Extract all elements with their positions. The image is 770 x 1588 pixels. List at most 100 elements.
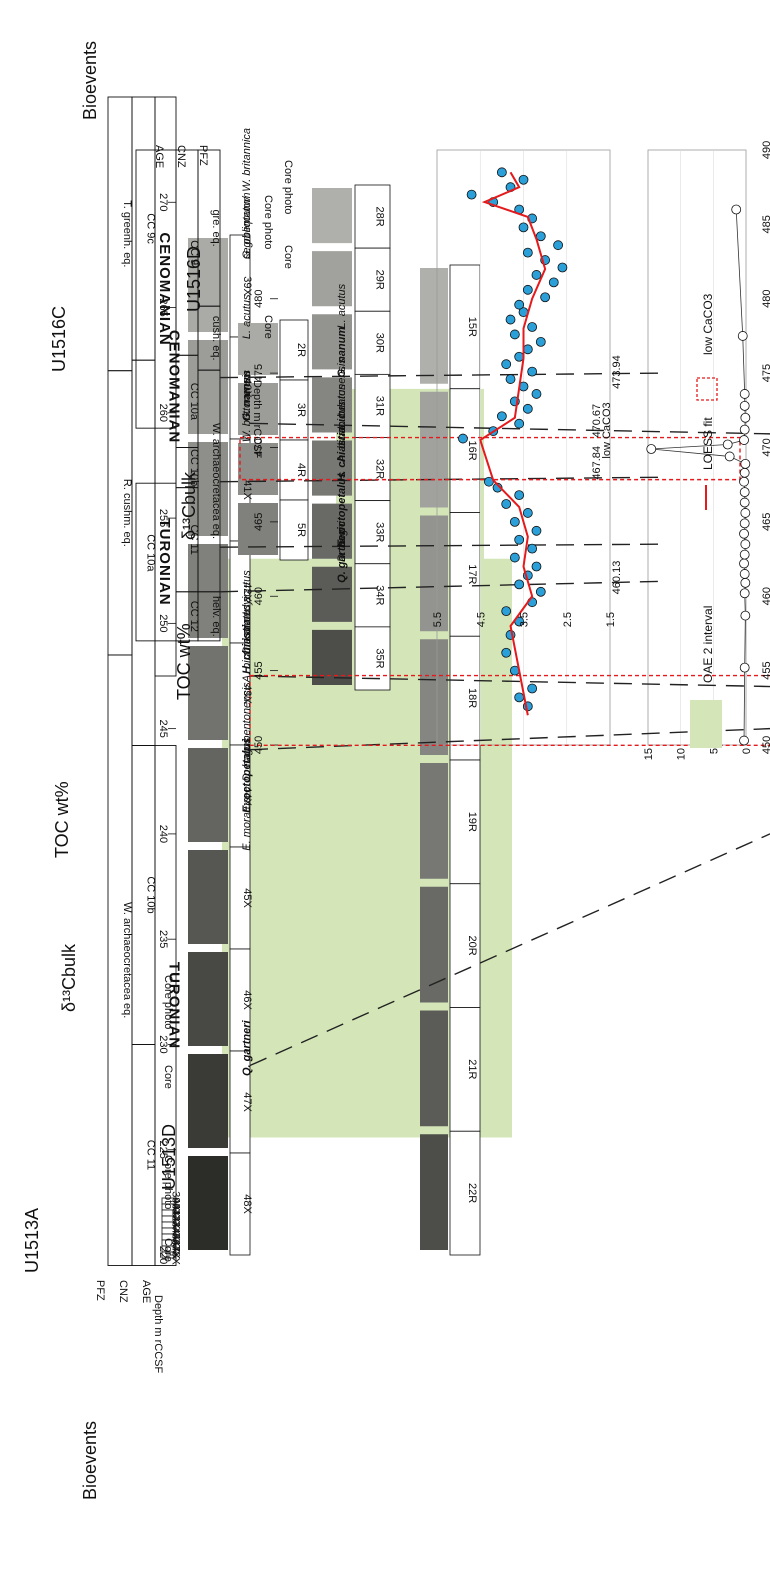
u1516d-core-box (279, 499, 309, 561)
cnz-1516-label: CC 12 (188, 601, 200, 632)
toc-1516-point (740, 539, 751, 550)
d13c-1516-point (522, 284, 533, 295)
d13c-1516-point (514, 299, 525, 310)
corephoto-header-a: Core photo (162, 1155, 174, 1209)
corephoto-header-d1516: Core photo (282, 160, 294, 214)
tick-depth-1513-left: 255 (157, 509, 169, 527)
u1513a-core-label: 45X (170, 1227, 182, 1247)
legend-oae2-swatch (690, 700, 722, 748)
d13c-1516-point (492, 482, 503, 493)
text-layer: 0.51.52.53.54.50510215220220225225230230… (121, 128, 770, 1265)
cnz-header-1513: CNZ (117, 1280, 129, 1303)
u1513d-core-photo (420, 391, 448, 508)
u1513a-core-photo (188, 1156, 228, 1250)
frames-layer (107, 96, 770, 1266)
core-columns (161, 184, 481, 1259)
tick-depth-1516-bottom: 450 (761, 736, 770, 754)
d13c-1516-point (518, 174, 529, 185)
tick-depth-1513-left: 220 (157, 1246, 169, 1264)
pfz-1516-label: helv. eq. (210, 596, 222, 637)
u1513a-core-label: 42X (170, 1209, 182, 1229)
d13c-1516-point (522, 403, 533, 414)
legend-loess-label: LOESS fit (701, 417, 715, 470)
pfz-1516-label: gre. eq. (210, 209, 222, 246)
title-u1513d: U1513D (159, 1124, 179, 1190)
u1513-bioevent: Q. gartneri (241, 1019, 253, 1076)
u1516c-core-box (354, 563, 391, 628)
u1513d-core-photo (420, 886, 448, 1003)
u1516d-core-label: 3R (295, 403, 307, 417)
tick-depth-1516-top: 450 (253, 736, 265, 754)
u1516c-core-box (354, 437, 391, 502)
tick-depth-1516-bottom: 475 (761, 364, 770, 382)
d13c-1516-point (514, 534, 525, 545)
u1516c-core-photo (312, 377, 352, 433)
d13c-1516-point (458, 433, 468, 444)
toc-1516-point (722, 439, 733, 450)
toc-1516-point (739, 588, 750, 599)
u1513-bioevent: A. biramiculatus (241, 604, 253, 684)
u1516c-core-photo (312, 188, 352, 244)
d13c-1516-point (548, 277, 559, 288)
u1513a-core-photo (188, 442, 228, 536)
u1513d-core-label: 19R (466, 812, 478, 832)
pfz-1513-label: R. cushm. eq. (121, 479, 133, 547)
u1513a-core-label: 47X (241, 1092, 253, 1112)
toc-1516-point (739, 735, 749, 746)
correlation-line-1516 (219, 543, 661, 548)
tick-d13c-1516: 4.5 (475, 612, 487, 627)
d13c-1516-point (553, 240, 563, 251)
d13c-1516-point (531, 389, 542, 399)
tick-depth-1513-left: 265 (157, 298, 169, 316)
u1513d-core-photo (420, 268, 448, 384)
d13c-1516-point (531, 561, 542, 572)
d13c-1516-point (518, 222, 529, 233)
u1513d-core-box (449, 264, 481, 390)
oae2-top-label-1516: 460.13 (611, 561, 623, 595)
u1513a-core-label: 46X (170, 1233, 182, 1253)
cnz-1513-label: CC 10a (145, 534, 157, 572)
u1513-bioevent: W. brittonensis (241, 369, 253, 442)
u1513a-core-label: 43X (241, 684, 253, 704)
toc-1516-point (740, 577, 751, 588)
u1513d-core-label: 18R (466, 688, 478, 708)
tick-depth-1516-top: 455 (253, 661, 265, 679)
core-header-d: Core (162, 1065, 174, 1089)
u1513d-core-photo (420, 1010, 448, 1127)
cnz-1516-label: CC 9 (188, 240, 200, 265)
u1513-bioevent: L. acutus (241, 294, 253, 339)
d13c-1516-point (501, 499, 512, 509)
d13c-1516-point (501, 647, 512, 658)
d13c-1516-point (514, 579, 525, 590)
u1516d-core-box (279, 439, 309, 501)
u1516-bioevent: D. hagni (336, 521, 348, 563)
toc-1516-point (739, 549, 750, 560)
u1513d-core-photo (420, 639, 448, 755)
toc-1516-point (740, 508, 751, 518)
toc-1516-point (739, 528, 749, 539)
toc-1516-line (651, 209, 746, 741)
d13c-1516-point (514, 692, 525, 703)
title-u1513a: U1513A (22, 1208, 42, 1273)
correlation-line-1516 (219, 476, 661, 483)
correlation-line-1516 (219, 580, 661, 593)
u1513a-core-photo (188, 850, 228, 944)
toc-1516-point (739, 569, 750, 579)
legend-lowcaco3-label: low CaCO3 (701, 293, 715, 355)
d13c-1516-point (535, 231, 546, 242)
tick-depth-1516-bottom: 465 (761, 513, 770, 531)
u1516c-core-label: 30R (374, 333, 386, 353)
u1513d-core-box (449, 512, 481, 637)
toc-1516-point (646, 444, 657, 454)
cnz-1513-label: CC 9c (145, 213, 157, 244)
age-header-1516: AGE (153, 145, 165, 168)
u1516c-core-box (354, 247, 391, 312)
d13c-1516-point (527, 366, 538, 377)
u1516d-core-label: 5R (295, 523, 307, 537)
d13c-1516-point (514, 490, 525, 501)
u1513a-core-photo (188, 238, 228, 332)
u1513a-core-label: 47X (170, 1239, 182, 1259)
tick-depth-1516-top: 465 (253, 513, 265, 531)
u1513d-core-box (449, 1007, 481, 1132)
toc-1516-point (740, 458, 751, 469)
